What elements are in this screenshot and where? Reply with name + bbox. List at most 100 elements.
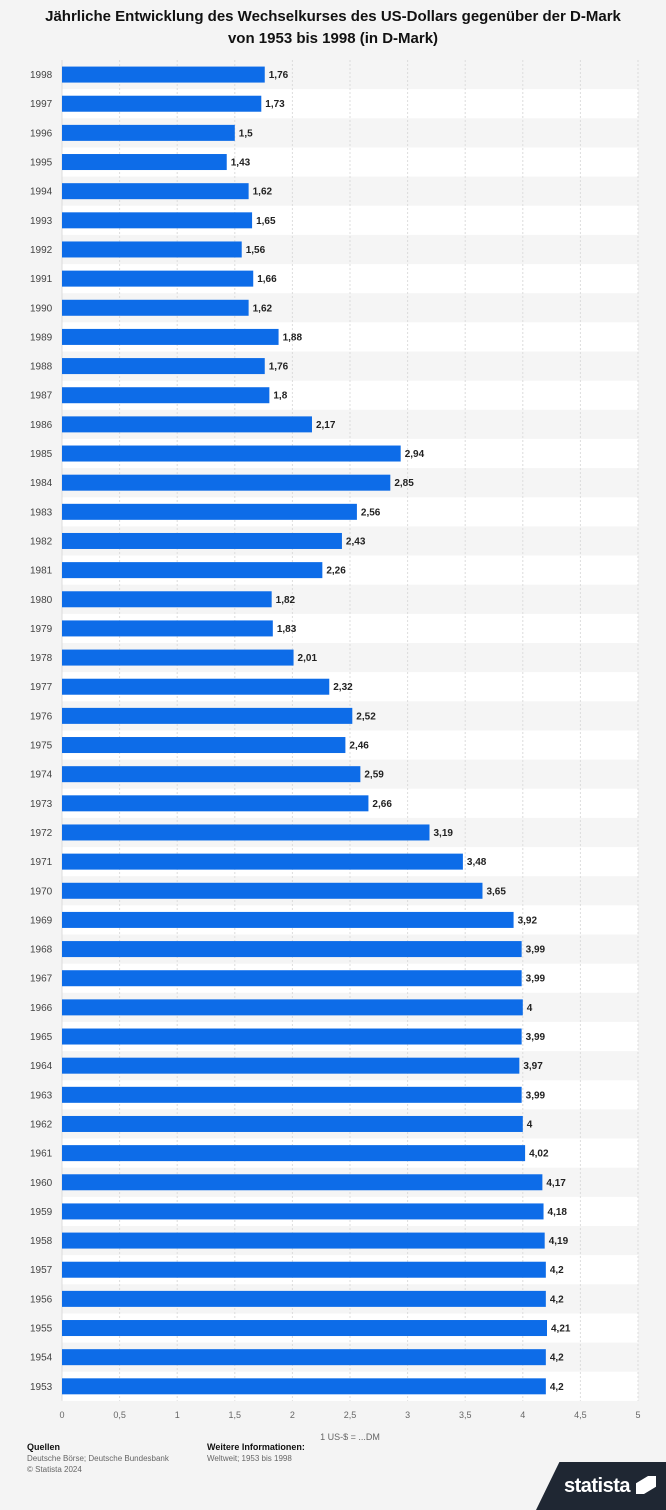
bar [62, 795, 369, 812]
category-label: 1957 [30, 1265, 53, 1276]
data-label: 1,43 [231, 158, 251, 169]
bar [62, 1232, 545, 1249]
category-label: 1966 [30, 1003, 53, 1014]
category-label: 1971 [30, 857, 53, 868]
bar-chart: 0 0,5 1 1,5 2 2,5 3 3,5 4 4,5 5 1 US-$ = ...DM 1998 1… [30, 60, 641, 1440]
data-label: 1,83 [277, 624, 297, 635]
category-label: 1991 [30, 274, 53, 285]
data-label: 4,02 [529, 1149, 549, 1160]
sources-block: Quellen Deutsche Börse; Deutsche Bundesb… [27, 1442, 169, 1475]
data-label: 2,46 [349, 741, 369, 752]
x-tick-label: 2 [290, 1410, 295, 1420]
data-label: 4,2 [550, 1382, 564, 1393]
data-label: 3,99 [526, 974, 546, 985]
category-label: 1956 [30, 1294, 53, 1305]
data-label: 2,52 [356, 711, 376, 722]
bar [62, 387, 270, 404]
info-block[interactable]: Weitere Informationen: Weltweit; 1953 bi… [207, 1442, 305, 1464]
category-label: 1994 [30, 187, 53, 198]
category-label: 1958 [30, 1236, 53, 1247]
data-label: 1,65 [256, 216, 276, 227]
bar [62, 328, 279, 345]
data-label: 4 [527, 1119, 533, 1130]
data-label: 1,73 [265, 99, 285, 110]
category-label: 1964 [30, 1061, 53, 1072]
category-label: 1959 [30, 1207, 53, 1218]
category-label: 1968 [30, 945, 53, 956]
info-header: Weitere Informationen: [207, 1442, 305, 1452]
data-label: 3,65 [486, 886, 506, 897]
bar [62, 154, 227, 171]
x-tick-label: 3,5 [459, 1410, 472, 1420]
data-label: 1,5 [239, 128, 253, 139]
data-label: 3,48 [467, 857, 487, 868]
copyright-text: © Statista 2024 [27, 1465, 82, 1474]
bar [62, 649, 294, 666]
category-label: 1965 [30, 1032, 53, 1043]
bar [62, 212, 253, 229]
data-label: 2,17 [316, 420, 336, 431]
bar [62, 620, 273, 637]
category-label: 1963 [30, 1090, 53, 1101]
bar [62, 882, 483, 899]
bar [62, 66, 265, 83]
category-label: 1989 [30, 332, 53, 343]
data-label: 3,99 [526, 1032, 546, 1043]
bar [62, 1086, 522, 1103]
x-tick-label: 1 [175, 1410, 180, 1420]
category-label: 1979 [30, 624, 53, 635]
category-label: 1975 [30, 741, 53, 752]
data-label: 3,99 [526, 1090, 546, 1101]
bar [62, 358, 265, 375]
category-label: 1993 [30, 216, 53, 227]
bar [62, 1320, 547, 1337]
bar [62, 737, 346, 754]
category-label: 1987 [30, 391, 53, 402]
data-label: 2,32 [333, 682, 353, 693]
bar [62, 1174, 543, 1191]
data-label: 4,2 [550, 1353, 564, 1364]
sources-text: Deutsche Börse; Deutsche Bundesbank [27, 1454, 169, 1463]
data-label: 3,97 [523, 1061, 543, 1072]
x-axis-title: 1 US-$ = ...DM [320, 1432, 380, 1440]
bar [62, 474, 391, 491]
category-label: 1988 [30, 362, 53, 373]
data-label: 1,82 [276, 595, 296, 606]
bar [62, 970, 522, 987]
data-label: 4,18 [548, 1207, 568, 1218]
bar [62, 678, 330, 695]
statista-logo-icon [636, 1476, 656, 1494]
statista-logo[interactable]: statista [536, 1462, 666, 1510]
bar [62, 95, 262, 112]
data-label: 4,17 [546, 1178, 566, 1189]
category-label: 1954 [30, 1353, 53, 1364]
data-label: 2,26 [326, 566, 346, 577]
bar [62, 1203, 544, 1220]
data-label: 1,56 [246, 245, 266, 256]
bar [62, 124, 235, 141]
data-label: 2,43 [346, 536, 366, 547]
category-label: 1980 [30, 595, 53, 606]
data-label: 2,59 [364, 770, 384, 781]
bar [62, 1378, 546, 1395]
category-label: 1976 [30, 711, 53, 722]
bar [62, 270, 254, 287]
x-tick-label: 3 [405, 1410, 410, 1420]
data-label: 4,2 [550, 1294, 564, 1305]
bar [62, 824, 430, 841]
bar [62, 241, 242, 258]
category-label: 1973 [30, 799, 53, 810]
data-label: 4 [527, 1003, 533, 1014]
bar [62, 299, 249, 316]
data-label: 4,2 [550, 1265, 564, 1276]
bar [62, 591, 272, 608]
data-label: 3,92 [518, 915, 538, 926]
bar [62, 999, 523, 1016]
bar [62, 1057, 520, 1074]
category-label: 1992 [30, 245, 53, 256]
category-label: 1960 [30, 1178, 53, 1189]
category-label: 1983 [30, 507, 53, 518]
x-tick-label: 4 [520, 1410, 525, 1420]
data-label: 1,62 [253, 187, 273, 198]
bar [62, 1261, 546, 1278]
